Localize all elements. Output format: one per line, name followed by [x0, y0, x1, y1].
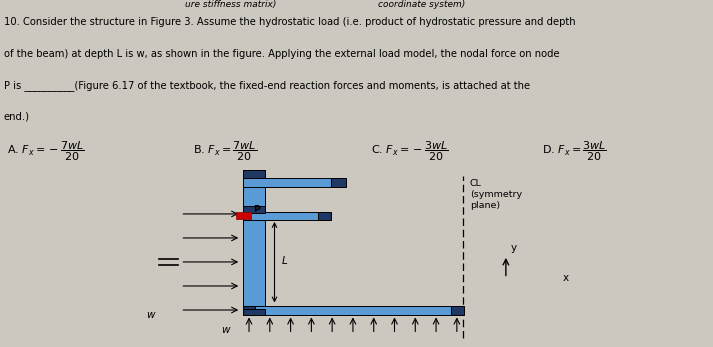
- Text: x: x: [563, 273, 569, 283]
- Text: A. $F_x = -\dfrac{7wL}{20}$: A. $F_x = -\dfrac{7wL}{20}$: [7, 139, 85, 163]
- Text: end.): end.): [4, 111, 29, 121]
- Text: P: P: [253, 205, 260, 214]
- Bar: [243, 212, 329, 220]
- Text: L: L: [282, 256, 287, 266]
- Bar: [243, 170, 265, 314]
- Text: ure stiffness matrix): ure stiffness matrix): [185, 0, 277, 9]
- Text: CL
(symmetry
plane): CL (symmetry plane): [470, 179, 522, 210]
- Bar: [451, 306, 463, 314]
- Bar: [243, 170, 265, 178]
- Bar: [237, 212, 250, 219]
- Bar: [243, 178, 345, 187]
- Bar: [243, 306, 255, 314]
- Text: coordinate system): coordinate system): [378, 0, 465, 9]
- Text: of the beam) at depth L is w, as shown in the figure. Applying the external load: of the beam) at depth L is w, as shown i…: [4, 49, 559, 59]
- Bar: [243, 306, 463, 314]
- Bar: [243, 309, 265, 314]
- Text: y: y: [511, 243, 517, 253]
- Text: w: w: [146, 311, 155, 320]
- Text: w: w: [221, 325, 230, 335]
- Bar: [332, 178, 347, 187]
- Bar: [318, 212, 331, 220]
- Text: 10. Consider the structure in Figure 3. Assume the hydrostatic load (i.e. produc: 10. Consider the structure in Figure 3. …: [4, 17, 575, 27]
- Text: C. $F_x = -\dfrac{3wL}{20}$: C. $F_x = -\dfrac{3wL}{20}$: [371, 139, 448, 163]
- Text: B. $F_x = \dfrac{7wL}{20}$: B. $F_x = \dfrac{7wL}{20}$: [193, 139, 257, 163]
- Text: D. $F_x = \dfrac{3wL}{20}$: D. $F_x = \dfrac{3wL}{20}$: [542, 139, 607, 163]
- Text: P is __________(Figure 6.17 of the textbook, the fixed-end reaction forces and m: P is __________(Figure 6.17 of the textb…: [4, 80, 530, 91]
- Bar: [243, 206, 265, 213]
